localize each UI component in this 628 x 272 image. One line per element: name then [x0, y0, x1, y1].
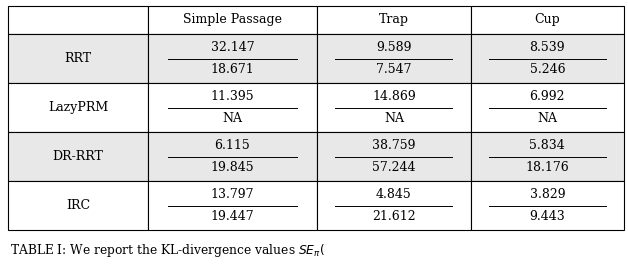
Text: 18.176: 18.176 — [526, 161, 569, 174]
Text: 21.612: 21.612 — [372, 210, 416, 223]
Text: 3.829: 3.829 — [529, 188, 565, 201]
Bar — [8, 34, 148, 83]
Text: 8.539: 8.539 — [529, 41, 565, 54]
Text: 32.147: 32.147 — [210, 41, 254, 54]
Bar — [317, 83, 471, 132]
Bar — [471, 132, 624, 181]
Bar — [471, 181, 624, 230]
Text: NA: NA — [384, 112, 404, 125]
Text: Trap: Trap — [379, 14, 409, 26]
Bar — [8, 132, 148, 181]
Text: 11.395: 11.395 — [210, 90, 254, 103]
Text: 6.992: 6.992 — [529, 90, 565, 103]
Bar — [317, 34, 471, 83]
Bar — [471, 34, 624, 83]
Text: 4.845: 4.845 — [376, 188, 412, 201]
Text: Cup: Cup — [534, 14, 560, 26]
Text: NA: NA — [222, 112, 242, 125]
Text: 19.447: 19.447 — [210, 210, 254, 223]
Bar — [471, 6, 624, 34]
Bar — [471, 83, 624, 132]
Text: NA: NA — [538, 112, 558, 125]
Bar — [8, 181, 148, 230]
Bar — [148, 83, 317, 132]
Bar — [8, 83, 148, 132]
Bar — [317, 132, 471, 181]
Text: 6.115: 6.115 — [215, 139, 251, 152]
Text: 14.869: 14.869 — [372, 90, 416, 103]
Text: Simple Passage: Simple Passage — [183, 14, 282, 26]
Bar — [148, 34, 317, 83]
Text: 9.589: 9.589 — [376, 41, 411, 54]
Text: 57.244: 57.244 — [372, 161, 416, 174]
Bar — [148, 6, 317, 34]
Bar — [148, 181, 317, 230]
Text: 5.834: 5.834 — [529, 139, 565, 152]
Text: 18.671: 18.671 — [210, 63, 254, 76]
Text: RRT: RRT — [65, 52, 92, 65]
Text: 9.443: 9.443 — [529, 210, 565, 223]
Bar — [317, 6, 471, 34]
Text: 13.797: 13.797 — [211, 188, 254, 201]
Text: 19.845: 19.845 — [210, 161, 254, 174]
Text: IRC: IRC — [66, 199, 90, 212]
Text: TABLE I: We report the KL-divergence values $SE_{\pi}($: TABLE I: We report the KL-divergence val… — [10, 242, 325, 259]
Text: 7.547: 7.547 — [376, 63, 411, 76]
Text: 5.246: 5.246 — [529, 63, 565, 76]
Bar — [317, 181, 471, 230]
Bar — [8, 6, 148, 34]
Text: DR-RRT: DR-RRT — [53, 150, 104, 163]
Text: LazyPRM: LazyPRM — [48, 101, 108, 114]
Bar — [148, 132, 317, 181]
Text: 38.759: 38.759 — [372, 139, 416, 152]
